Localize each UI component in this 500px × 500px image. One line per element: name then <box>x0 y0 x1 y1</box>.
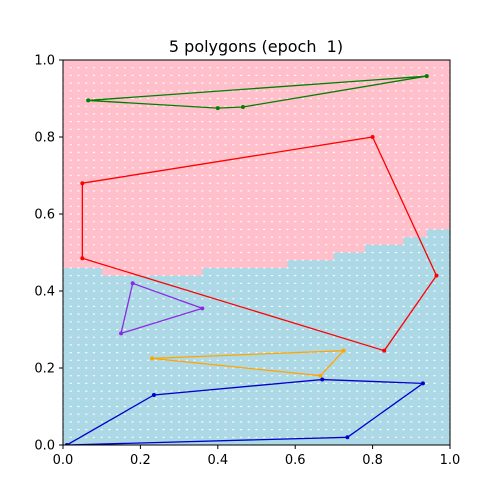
lower-region-step <box>333 252 366 445</box>
polygon-outline <box>81 136 438 352</box>
polygon-vertex-point <box>80 181 85 186</box>
x-tick-label: 0.0 <box>53 453 74 468</box>
polygon-vertex-point <box>370 135 375 139</box>
lower-region-step <box>63 267 103 445</box>
x-tick-label: 0.6 <box>285 453 306 468</box>
polygon-vertex-point <box>320 377 325 382</box>
polygon-vertex-point <box>151 392 156 397</box>
polygon-vertex-point <box>424 74 429 79</box>
polygon-vertex-point <box>119 331 124 336</box>
polygon-4 <box>150 348 346 378</box>
polygon-outline <box>66 378 425 445</box>
y-tick-label: 1.0 <box>34 54 55 69</box>
polygon-vertex-point <box>420 381 425 386</box>
polygon-vertex-point <box>80 256 85 261</box>
polygon-vertex-point <box>215 106 220 111</box>
polygon-vertex-point <box>86 98 91 103</box>
background-dot-grid <box>63 60 450 445</box>
polygon-2 <box>80 135 439 353</box>
polygon-vertex-point <box>200 306 205 311</box>
x-tick-label: 1.0 <box>440 453 461 468</box>
y-axis: 0.0 0.2 0.4 0.6 0.8 1.0 <box>34 54 63 454</box>
polygon-outline <box>151 349 346 377</box>
x-tick-label: 0.2 <box>130 453 151 468</box>
plot-area <box>63 60 450 445</box>
polygon-5 <box>64 377 425 445</box>
lower-region-step <box>403 237 428 445</box>
y-tick-label: 0.0 <box>34 439 55 454</box>
polygon-vertex-point <box>130 281 135 286</box>
x-axis: 0.0 0.2 0.4 0.6 0.8 1.0 <box>53 445 461 468</box>
x-tick-label: 0.8 <box>362 453 383 468</box>
polygon-vertex-point <box>341 348 346 353</box>
polygon-vertex-point <box>318 373 323 378</box>
y-tick-label: 0.8 <box>34 131 55 146</box>
polygon-3 <box>119 281 205 336</box>
polygon-vertex-point <box>240 104 245 109</box>
polygon-vertex-point <box>345 435 350 440</box>
y-tick-label: 0.2 <box>34 362 55 377</box>
polygon-vertex-point <box>150 356 155 361</box>
dot-grid-path <box>63 60 450 445</box>
lower-region-step <box>364 244 405 445</box>
y-tick-label: 0.4 <box>34 285 55 300</box>
lower-region-step <box>426 229 450 445</box>
chart-title: 5 polygons (epoch 1) <box>169 37 343 56</box>
y-tick-label: 0.6 <box>34 208 55 223</box>
polygon-1 <box>86 74 429 111</box>
x-tick-label: 0.4 <box>207 453 228 468</box>
polygon-layer <box>64 74 439 445</box>
lower-region-step <box>202 267 288 445</box>
polygon-outline <box>120 282 205 335</box>
polygon-vertex-point <box>434 273 439 278</box>
axes-frame <box>62 59 451 446</box>
polygon-vertex-point <box>382 348 387 353</box>
